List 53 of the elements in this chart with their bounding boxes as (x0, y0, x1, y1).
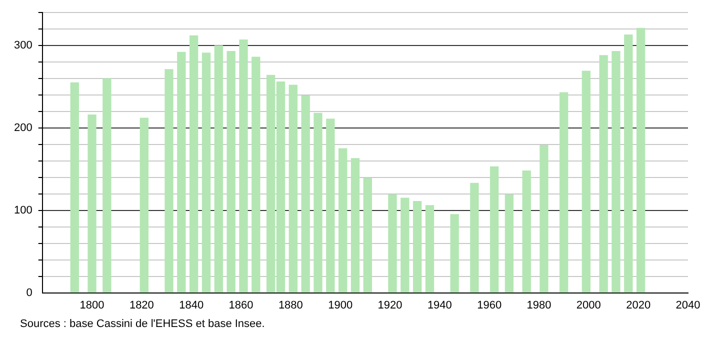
bar (140, 118, 148, 293)
bar (363, 178, 372, 293)
bar (522, 170, 531, 293)
x-tick-label: 1920 (378, 299, 402, 312)
bar (288, 84, 298, 293)
bar (177, 52, 186, 293)
bar (88, 114, 96, 293)
bar (314, 112, 322, 293)
source-note: Sources : base Cassini de l'EHESS et base Insee. (20, 318, 265, 330)
bar (301, 96, 310, 293)
bar (239, 39, 248, 293)
x-tick-label: 1980 (526, 299, 552, 312)
x-tick-label: 1880 (278, 299, 303, 312)
x-tick-label: 1840 (179, 299, 204, 312)
bar (490, 166, 499, 293)
bar (470, 182, 479, 293)
bar (450, 214, 459, 293)
x-tick-label: 1820 (129, 299, 154, 312)
bar (425, 205, 434, 293)
bar (326, 118, 335, 293)
y-tick-label: 200 (14, 122, 32, 134)
x-tick-label: 1960 (477, 299, 502, 312)
bar (214, 45, 223, 293)
x-tick-label: 1900 (328, 299, 353, 312)
y-tick-label: 0 (26, 286, 32, 299)
bar (164, 69, 174, 293)
bar (388, 194, 397, 293)
bar (226, 51, 236, 293)
bar (599, 55, 608, 293)
bar (582, 70, 591, 293)
bar (504, 194, 514, 293)
x-tick-label: 1860 (228, 299, 254, 312)
x-tick-label: 2020 (626, 299, 651, 312)
bar (350, 158, 360, 293)
bar (400, 198, 410, 293)
y-tick-label: 300 (14, 40, 32, 52)
x-tick-label: 1940 (427, 299, 452, 312)
bar (624, 34, 633, 293)
x-tick-label: 2040 (676, 299, 700, 312)
bar (338, 148, 348, 293)
bar (636, 28, 646, 293)
bar (252, 56, 260, 293)
bar (70, 82, 79, 293)
x-tick-label: 1800 (80, 299, 104, 312)
bar (202, 52, 211, 293)
bar (612, 51, 620, 293)
bar (190, 35, 198, 293)
bar (560, 92, 568, 293)
bar (412, 200, 422, 293)
bar (540, 144, 548, 293)
y-tick-label: 100 (14, 204, 32, 216)
x-tick-label: 2000 (576, 299, 601, 312)
bar (102, 78, 112, 293)
